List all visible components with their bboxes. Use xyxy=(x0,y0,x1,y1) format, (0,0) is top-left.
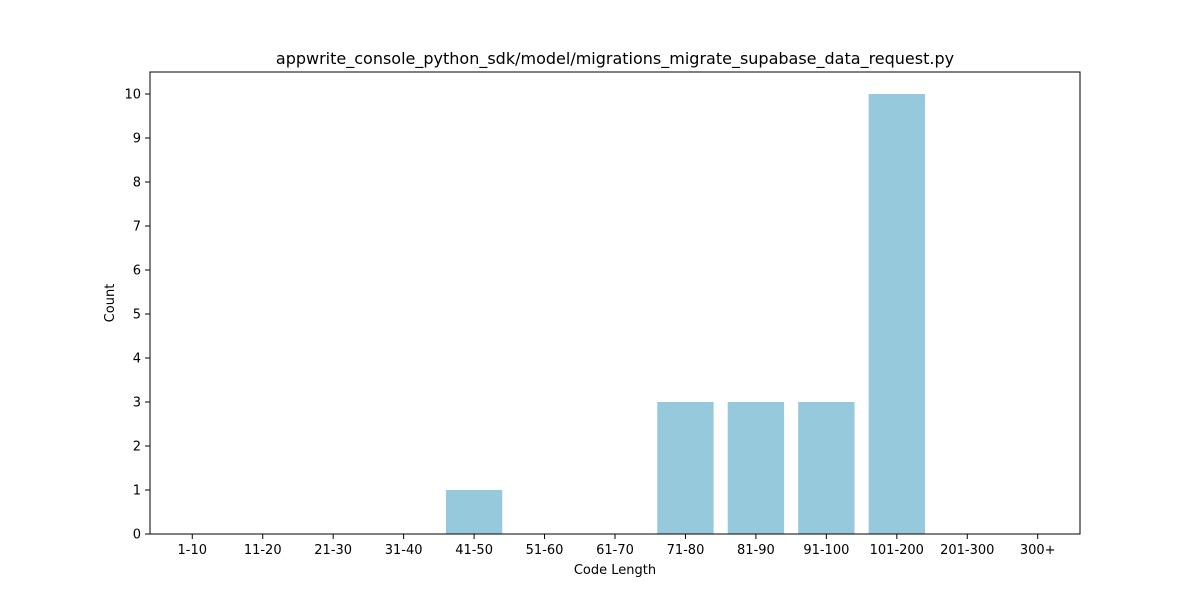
x-tick-label: 81-90 xyxy=(737,543,775,558)
y-axis-label: Count xyxy=(103,284,118,323)
x-tick-label: 201-300 xyxy=(940,543,994,558)
bar-81-90 xyxy=(727,402,785,534)
x-tick-label: 51-60 xyxy=(526,543,564,558)
y-tick-label: 0 xyxy=(133,528,141,543)
chart-title: appwrite_console_python_sdk/model/migrat… xyxy=(276,49,954,69)
x-tick-label: 21-30 xyxy=(314,543,352,558)
x-axis-label: Code Length xyxy=(574,563,656,578)
bars-group xyxy=(445,94,925,534)
y-tick-label: 8 xyxy=(133,176,141,191)
y-axis: 0 1 2 3 4 5 6 7 8 9 10 xyxy=(124,88,150,543)
x-axis: 1-10 11-20 21-30 31-40 41-50 51-60 61-70 71-80 8… xyxy=(178,534,1056,558)
y-tick-label: 10 xyxy=(124,88,141,103)
y-tick-label: 6 xyxy=(133,264,141,279)
x-tick-label: 11-20 xyxy=(244,543,282,558)
x-tick-label: 91-100 xyxy=(803,543,849,558)
y-tick-label: 4 xyxy=(133,352,141,367)
bar-41-50 xyxy=(445,490,503,534)
x-tick-label: 31-40 xyxy=(385,543,423,558)
x-tick-label: 101-200 xyxy=(870,543,924,558)
y-tick-label: 3 xyxy=(133,396,141,411)
bar-101-200 xyxy=(868,94,925,534)
y-tick-label: 7 xyxy=(133,220,141,235)
y-tick-label: 2 xyxy=(133,440,141,455)
x-tick-label: 61-70 xyxy=(596,543,634,558)
y-tick-label: 9 xyxy=(133,132,141,147)
x-tick-label: 300+ xyxy=(1020,543,1056,558)
x-tick-label: 1-10 xyxy=(178,543,208,558)
y-tick-label: 5 xyxy=(133,308,141,323)
plot-frame xyxy=(149,71,1081,535)
bar-91-100 xyxy=(798,402,855,534)
bar-71-80 xyxy=(657,402,714,534)
y-tick-label: 1 xyxy=(133,484,141,499)
x-tick-label: 41-50 xyxy=(455,543,493,558)
x-tick-label: 71-80 xyxy=(667,543,705,558)
